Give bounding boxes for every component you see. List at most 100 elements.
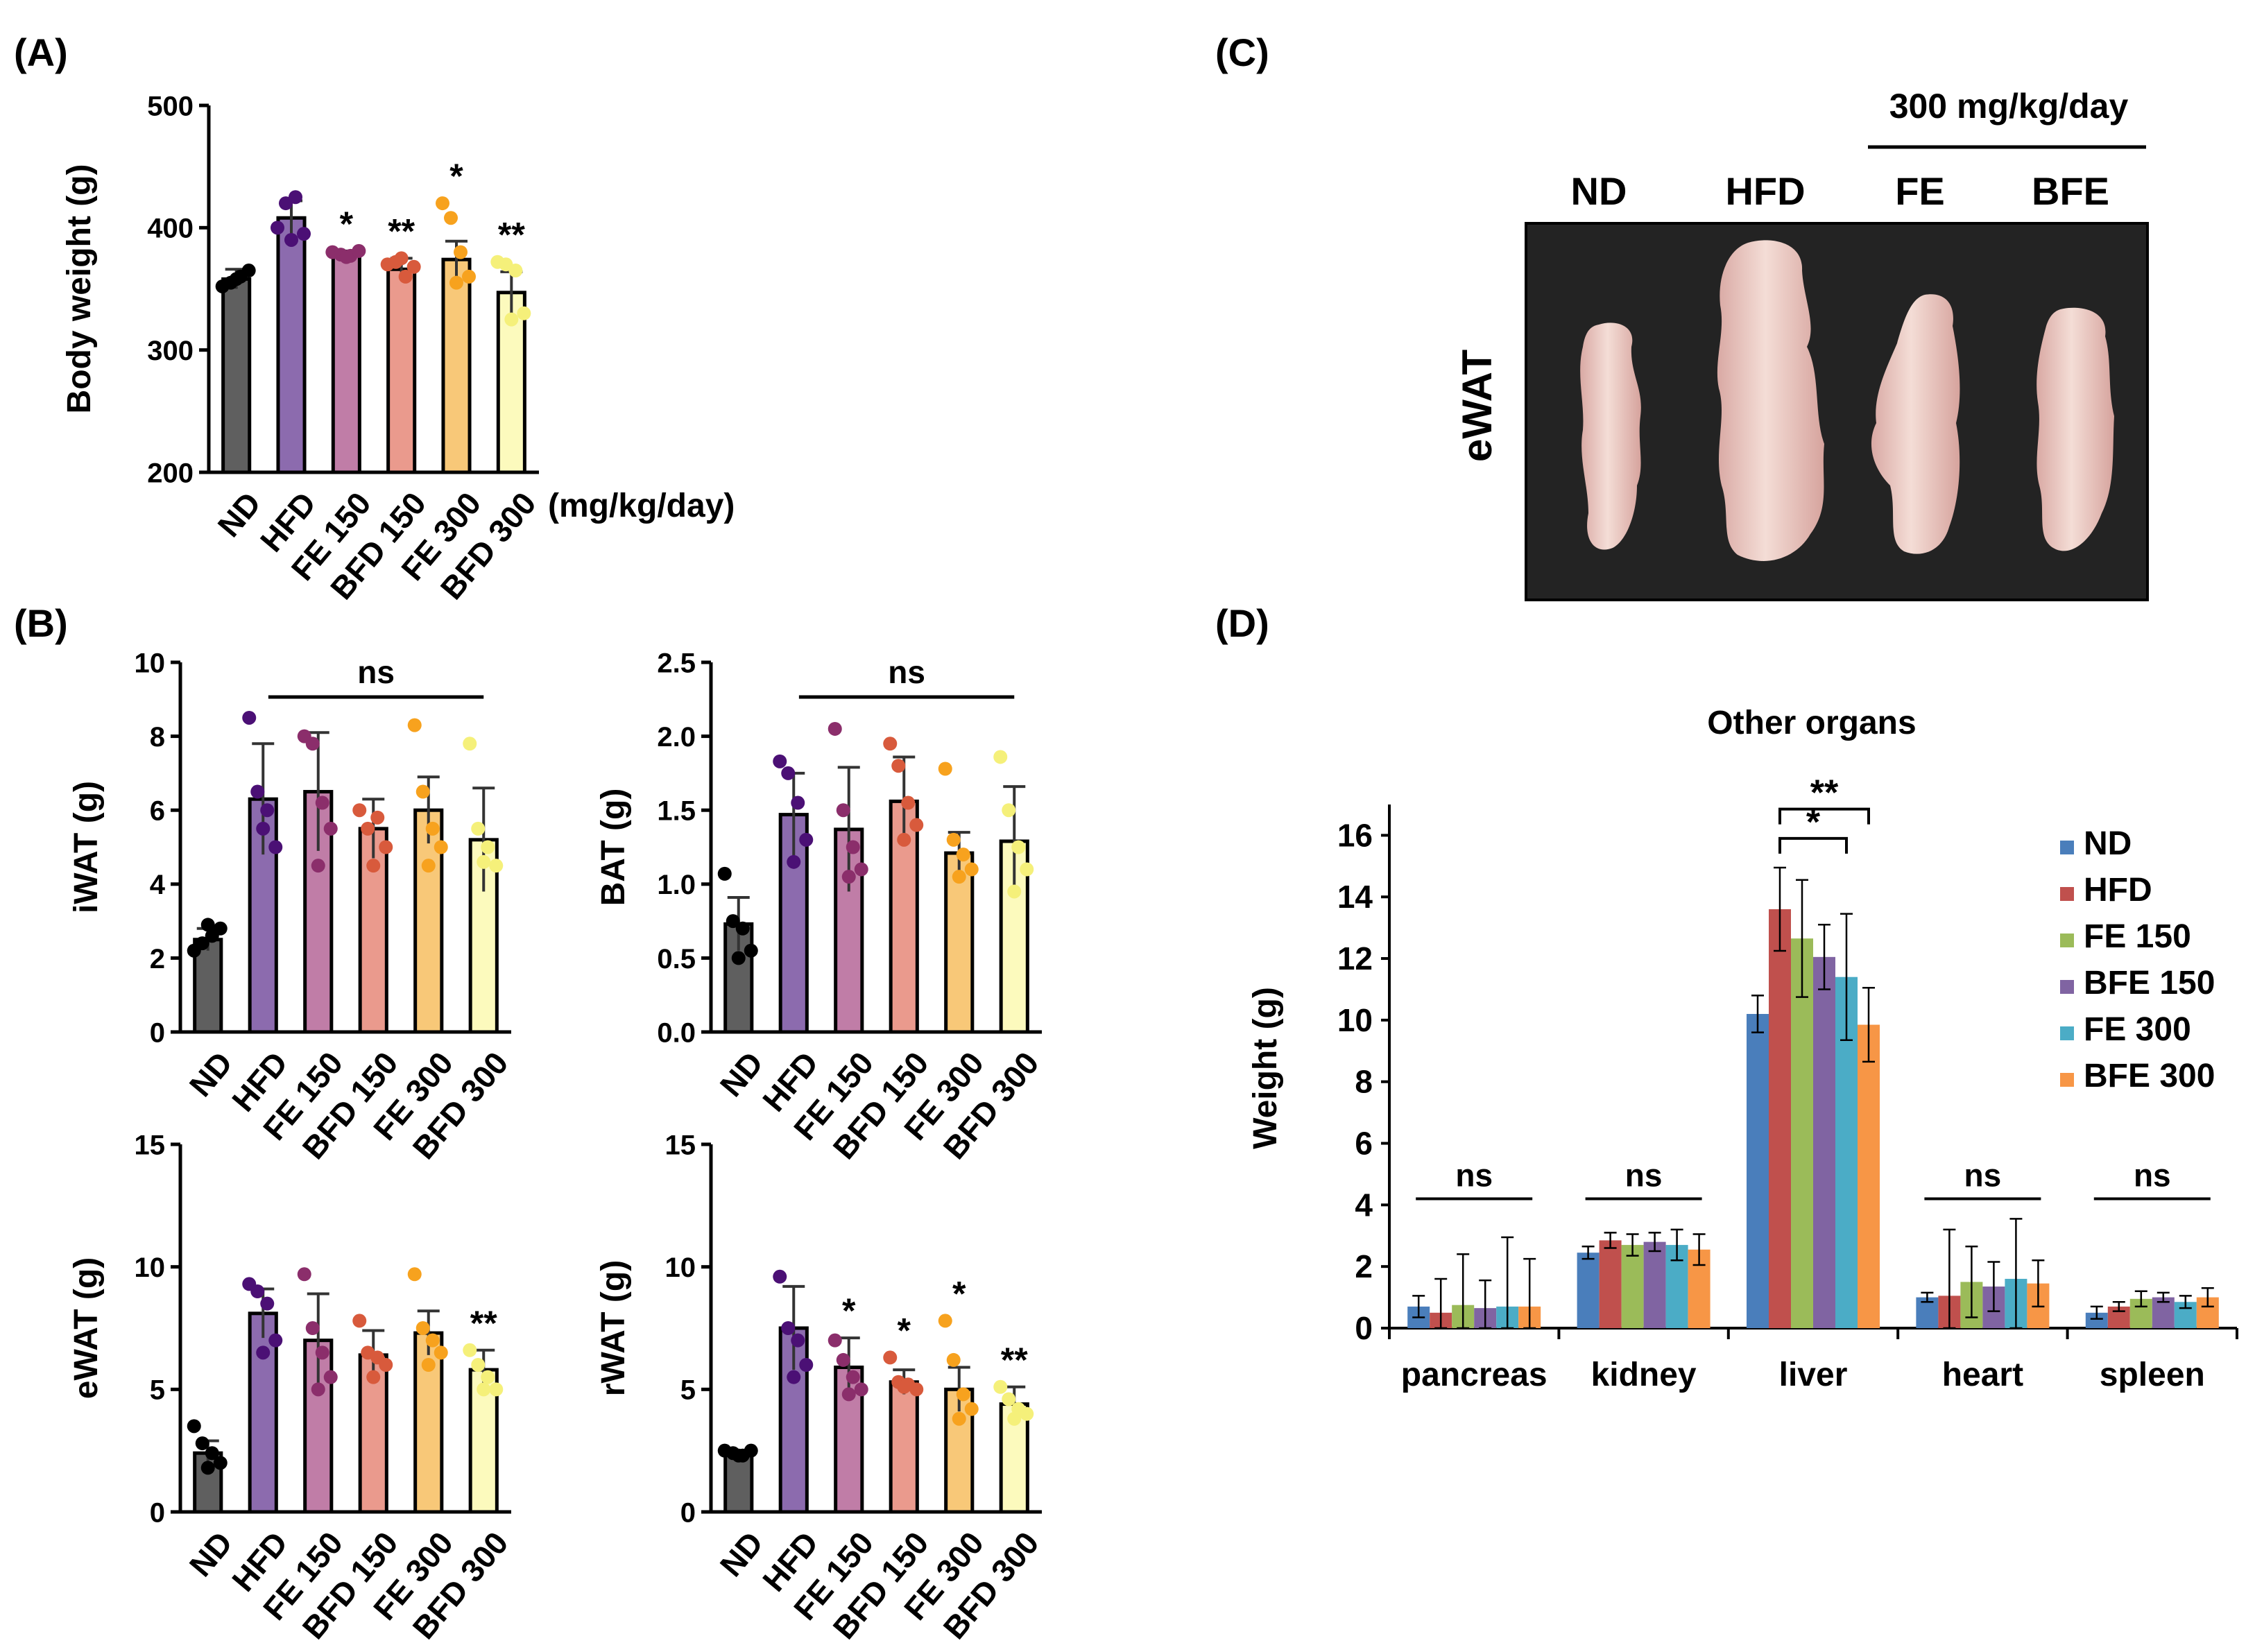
- data-point-b3-bfd-300-3: [489, 1382, 504, 1397]
- data-point-b4-hfd-2: [791, 1333, 805, 1348]
- data-point-b3-nd-2: [205, 1446, 219, 1461]
- y-tick-label-a-1: 300: [147, 336, 194, 366]
- data-point-b2-nd-4: [731, 951, 746, 965]
- data-point-a-bfd-150-2: [398, 269, 413, 284]
- data-point-b3-fe-150-2: [315, 1345, 329, 1360]
- photo-row-label-ewat: eWAT: [1454, 350, 1500, 462]
- data-point-b4-hfd-1: [781, 1321, 796, 1335]
- sig-bracket-d-liver-2: [1778, 836, 1848, 854]
- data-point-b4-fe-300-3: [964, 1402, 979, 1416]
- data-point-b3-fe-150-1: [305, 1321, 320, 1335]
- data-point-b1-bfd-300-1: [471, 821, 486, 836]
- y-tick-label-b4-2: 10: [665, 1253, 696, 1283]
- y-tick-label-b2-4: 2.0: [657, 722, 696, 752]
- panel-label-b: (B): [14, 601, 68, 645]
- data-point-b2-bfd-300-0: [993, 750, 1008, 764]
- data-point-a-bfd-150-3: [406, 259, 421, 274]
- data-point-b4-bfd-300-3: [1020, 1406, 1034, 1421]
- data-point-b2-fe-150-1: [836, 803, 850, 818]
- data-point-a-bfd-300-4: [504, 312, 519, 327]
- legend-swatch-hfd: [2060, 887, 2074, 901]
- y-tick-label-b2-2: 1.0: [657, 870, 696, 900]
- data-point-b4-bfd-300-1: [1002, 1392, 1016, 1406]
- data-point-a-fe-150-3: [352, 243, 366, 258]
- legend-swatch-fe-300: [2060, 1026, 2074, 1040]
- data-point-b1-fe-150-2: [315, 795, 329, 810]
- significance-b4-bfd-150: *: [898, 1311, 911, 1350]
- chart-d-other-organs: Other organs 0 2 4 6 8 10 12 14 16 Weight (g) pancr…: [1247, 705, 2238, 1393]
- y-tick-label-a-3: 500: [147, 91, 194, 121]
- data-point-b1-bfd-300-4: [477, 854, 491, 869]
- data-point-b2-hfd-4: [787, 854, 801, 869]
- data-point-b4-nd-4: [731, 1448, 746, 1463]
- significance-a-bfd-150: **: [388, 212, 415, 250]
- data-point-b1-bfd-150-2: [370, 810, 385, 825]
- data-point-b1-fe-300-1: [415, 784, 430, 799]
- data-point-a-nd-3: [241, 264, 256, 278]
- data-point-b2-hfd-3: [799, 832, 814, 847]
- bar-d-liver-bfe-150: [1813, 956, 1835, 1328]
- data-point-b1-hfd-1: [250, 784, 265, 799]
- data-point-a-bfd-300-3: [517, 306, 531, 320]
- data-point-b1-bfd-300-2: [481, 840, 495, 854]
- significance-b4-fe-300: *: [952, 1274, 966, 1313]
- photo-column-nd: ND: [1571, 169, 1627, 213]
- data-point-b2-fe-150-4: [841, 870, 856, 884]
- bar-b3-bfd-150: [358, 1353, 388, 1514]
- data-point-b3-nd-0: [187, 1419, 201, 1434]
- bar-d-liver-nd: [1747, 1014, 1769, 1328]
- significance-b4-bfd-300: **: [1001, 1341, 1028, 1379]
- tissue-ewat-nd: [1580, 322, 1641, 550]
- data-point-b4-fe-300-4: [952, 1411, 966, 1426]
- data-point-b2-bfd-300-3: [1020, 862, 1034, 877]
- data-point-b2-hfd-2: [791, 795, 805, 810]
- sig-label-d-liver-2: *: [1806, 802, 1821, 843]
- data-point-b2-bfd-300-2: [1011, 840, 1026, 854]
- bar-d-kidney-fe-150: [1621, 1245, 1644, 1328]
- data-point-b4-fe-150-0: [828, 1333, 842, 1348]
- legend-label-bfe-150: BFE 150: [2084, 965, 2215, 1001]
- y-axis-label-a: Body weight (g): [61, 164, 98, 414]
- data-point-a-hfd-2: [289, 190, 302, 205]
- significance-a-fe-300: *: [449, 157, 463, 196]
- data-point-b4-hfd-3: [799, 1358, 814, 1372]
- data-point-b1-nd-4: [200, 918, 215, 932]
- legend-label-nd: ND: [2084, 825, 2132, 862]
- data-point-b4-hfd-0: [773, 1269, 787, 1284]
- y-tick-label-b4-3: 15: [665, 1130, 696, 1160]
- data-point-a-hfd-4: [284, 232, 298, 247]
- ns-label-b2: ns: [888, 654, 925, 690]
- bar-a-fe-150: [331, 252, 361, 474]
- panel-label-c: (C): [1215, 31, 1269, 74]
- photo-column-fe: FE: [1895, 169, 1945, 213]
- tissue-ewat-fe: [1871, 294, 1960, 554]
- legend-swatch-bfe-150: [2060, 980, 2074, 994]
- data-point-b3-bfd-300-2: [481, 1370, 495, 1384]
- data-point-b1-bfd-150-1: [361, 821, 375, 836]
- data-point-a-bfd-300-2: [508, 264, 523, 278]
- y-tick-label-b3-2: 10: [135, 1253, 166, 1283]
- data-point-a-fe-300-4: [449, 275, 463, 290]
- data-point-b3-nd-4: [200, 1461, 215, 1475]
- data-point-b2-fe-300-1: [946, 832, 961, 847]
- data-point-b4-bfd-150-4: [897, 1379, 911, 1394]
- data-point-a-bfd-150-4: [394, 251, 409, 266]
- data-point-b2-fe-300-3: [964, 862, 979, 877]
- data-point-b4-bfd-300-0: [993, 1379, 1008, 1394]
- y-tick-label-b2-5: 2.5: [657, 648, 696, 678]
- y-tick-label-b1-0: 0: [150, 1017, 165, 1048]
- significance-b4-fe-150: *: [842, 1291, 856, 1330]
- data-point-b2-fe-300-0: [938, 762, 952, 776]
- data-point-b1-hfd-4: [256, 821, 271, 836]
- data-point-b2-bfd-300-4: [1007, 884, 1022, 899]
- data-point-b1-fe-150-1: [305, 737, 320, 751]
- data-point-b3-bfd-150-3: [379, 1358, 393, 1372]
- data-point-b2-bfd-150-3: [909, 818, 924, 832]
- data-point-b2-bfd-150-1: [891, 759, 906, 773]
- data-point-b4-fe-150-1: [836, 1352, 850, 1367]
- y-tick-label-d-8: 16: [1337, 817, 1373, 853]
- data-point-b3-bfd-300-4: [477, 1382, 491, 1397]
